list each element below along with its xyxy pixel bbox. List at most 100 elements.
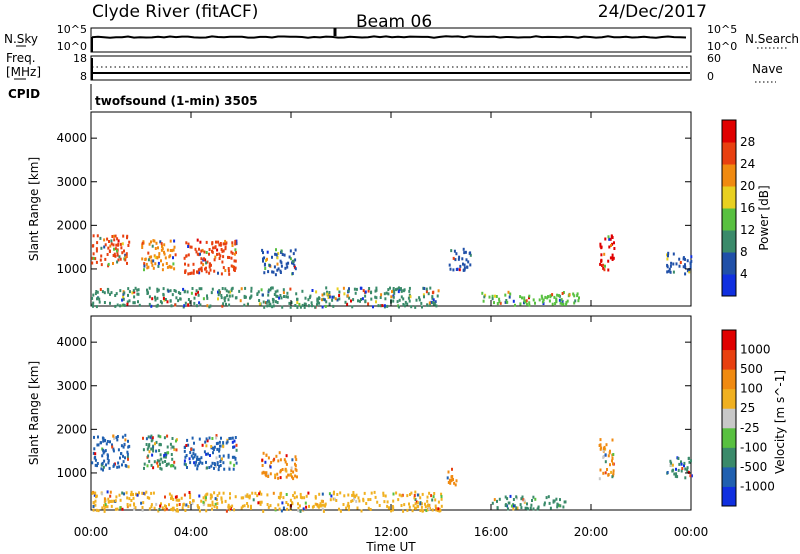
power-data-cell bbox=[162, 296, 165, 300]
velocity-data-cell bbox=[426, 499, 429, 503]
velocity-data-cell bbox=[260, 492, 263, 496]
velocity-data-cell bbox=[205, 452, 208, 456]
nsky-tick-top: 10^5 bbox=[57, 23, 87, 36]
power-ylabel: Slant Range [km] bbox=[27, 157, 41, 261]
velocity-data-cell bbox=[222, 454, 225, 458]
power-data-cell bbox=[203, 257, 205, 261]
velocity-data-cell bbox=[339, 509, 342, 513]
power-data-cell bbox=[499, 301, 502, 305]
velocity-data-cell bbox=[166, 434, 169, 438]
power-data-cell bbox=[556, 293, 559, 297]
power-data-cell bbox=[161, 268, 164, 272]
velocity-data-cell bbox=[103, 497, 106, 501]
power-data-cell bbox=[688, 270, 691, 274]
velocity-data-cell bbox=[297, 506, 300, 510]
power-data-cell bbox=[430, 300, 433, 304]
velocity-data-cell bbox=[452, 478, 454, 481]
power-data-cell bbox=[271, 286, 273, 290]
velocity-data-cell bbox=[116, 465, 119, 469]
velocity-data-cell bbox=[282, 506, 285, 510]
velocity-data-cell bbox=[155, 502, 158, 506]
power-data-cell bbox=[217, 297, 219, 301]
velocity-data-cell bbox=[285, 501, 288, 504]
power-data-cell bbox=[352, 298, 355, 302]
velocity-data-cell bbox=[369, 498, 372, 501]
power-data-cell bbox=[189, 245, 192, 249]
power-data-cell bbox=[222, 266, 225, 270]
power-data-cell bbox=[161, 244, 163, 248]
velocity-data-cell bbox=[440, 492, 443, 496]
velocity-data-cell bbox=[257, 501, 260, 505]
power-data-cell bbox=[183, 289, 186, 293]
velocity-data-cell bbox=[294, 455, 297, 459]
velocity-data-cell bbox=[507, 507, 509, 511]
power-data-cell bbox=[274, 273, 277, 277]
power-data-cell bbox=[282, 288, 285, 292]
velocity-data-cell bbox=[94, 503, 97, 507]
velocity-data-cell bbox=[201, 443, 204, 447]
power-data-cell bbox=[170, 304, 173, 308]
power-data-cell bbox=[108, 249, 111, 253]
power-data-cell bbox=[227, 267, 230, 270]
velocity-data-cell bbox=[121, 491, 124, 495]
power-data-cell bbox=[351, 305, 354, 309]
velocity-data-cell bbox=[220, 497, 223, 501]
power-data-cell bbox=[126, 261, 128, 265]
velocity-data-cell bbox=[669, 463, 672, 467]
velocity-data-cell bbox=[611, 457, 614, 460]
power-data-cell bbox=[437, 289, 440, 293]
velocity-data-cell bbox=[450, 479, 453, 483]
velocity-data-cell bbox=[611, 475, 614, 479]
velocity-data-cell bbox=[666, 471, 669, 474]
power-data-cell bbox=[234, 239, 237, 243]
velocity-data-cell bbox=[424, 505, 427, 509]
velocity-data-cell bbox=[543, 501, 546, 505]
velocity-data-cell bbox=[512, 504, 515, 508]
power-data-cell bbox=[187, 298, 190, 301]
power-data-cell bbox=[143, 264, 146, 268]
velocity-data-cell bbox=[104, 503, 107, 506]
velocity-data-cell bbox=[175, 448, 178, 452]
velocity-data-cell bbox=[390, 509, 393, 513]
power-data-cell bbox=[147, 265, 150, 269]
power-ytick-label: 4000 bbox=[56, 131, 87, 145]
velocity-data-cell bbox=[684, 476, 687, 480]
power-data-cell bbox=[321, 298, 323, 302]
velocity-data-cell bbox=[128, 497, 131, 501]
velocity-data-cell bbox=[419, 496, 422, 500]
velocity-data-cell bbox=[94, 458, 97, 462]
velocity-data-cell bbox=[529, 506, 532, 510]
power-data-cell bbox=[452, 256, 455, 260]
power-data-cell bbox=[257, 290, 260, 294]
power-data-cell bbox=[392, 299, 395, 303]
power-data-cell bbox=[548, 299, 551, 303]
power-data-cell bbox=[400, 289, 403, 293]
power-data-cell bbox=[274, 300, 277, 304]
velocity-data-cell bbox=[122, 445, 125, 449]
velocity-data-cell bbox=[92, 508, 95, 512]
power-data-cell bbox=[289, 257, 292, 261]
velocity-data-cell bbox=[333, 497, 336, 501]
velocity-data-cell bbox=[347, 493, 350, 497]
power-data-cell bbox=[173, 267, 176, 271]
velocity-data-cell bbox=[116, 438, 119, 442]
velocity-data-cell bbox=[164, 455, 167, 459]
power-data-cell bbox=[354, 291, 357, 295]
velocity-data-cell bbox=[181, 506, 184, 510]
nave-tick-bottom: 0 bbox=[707, 70, 714, 83]
velocity-data-cell bbox=[305, 494, 308, 498]
power-data-cell bbox=[232, 265, 234, 269]
power-data-cell bbox=[423, 287, 426, 290]
velocity-data-cell bbox=[384, 494, 387, 498]
velocity-data-cell bbox=[265, 471, 268, 475]
power-data-cell bbox=[561, 292, 564, 295]
velocity-data-cell bbox=[201, 461, 204, 465]
velocity-data-cell bbox=[172, 507, 175, 511]
power-data-cell bbox=[268, 263, 271, 267]
velocity-data-cell bbox=[104, 438, 107, 442]
power-data-cell bbox=[672, 270, 675, 274]
power-data-cell bbox=[222, 302, 225, 306]
velocity-data-cell bbox=[281, 468, 284, 471]
velocity-data-cell bbox=[307, 491, 310, 495]
power-data-cell bbox=[307, 304, 310, 308]
